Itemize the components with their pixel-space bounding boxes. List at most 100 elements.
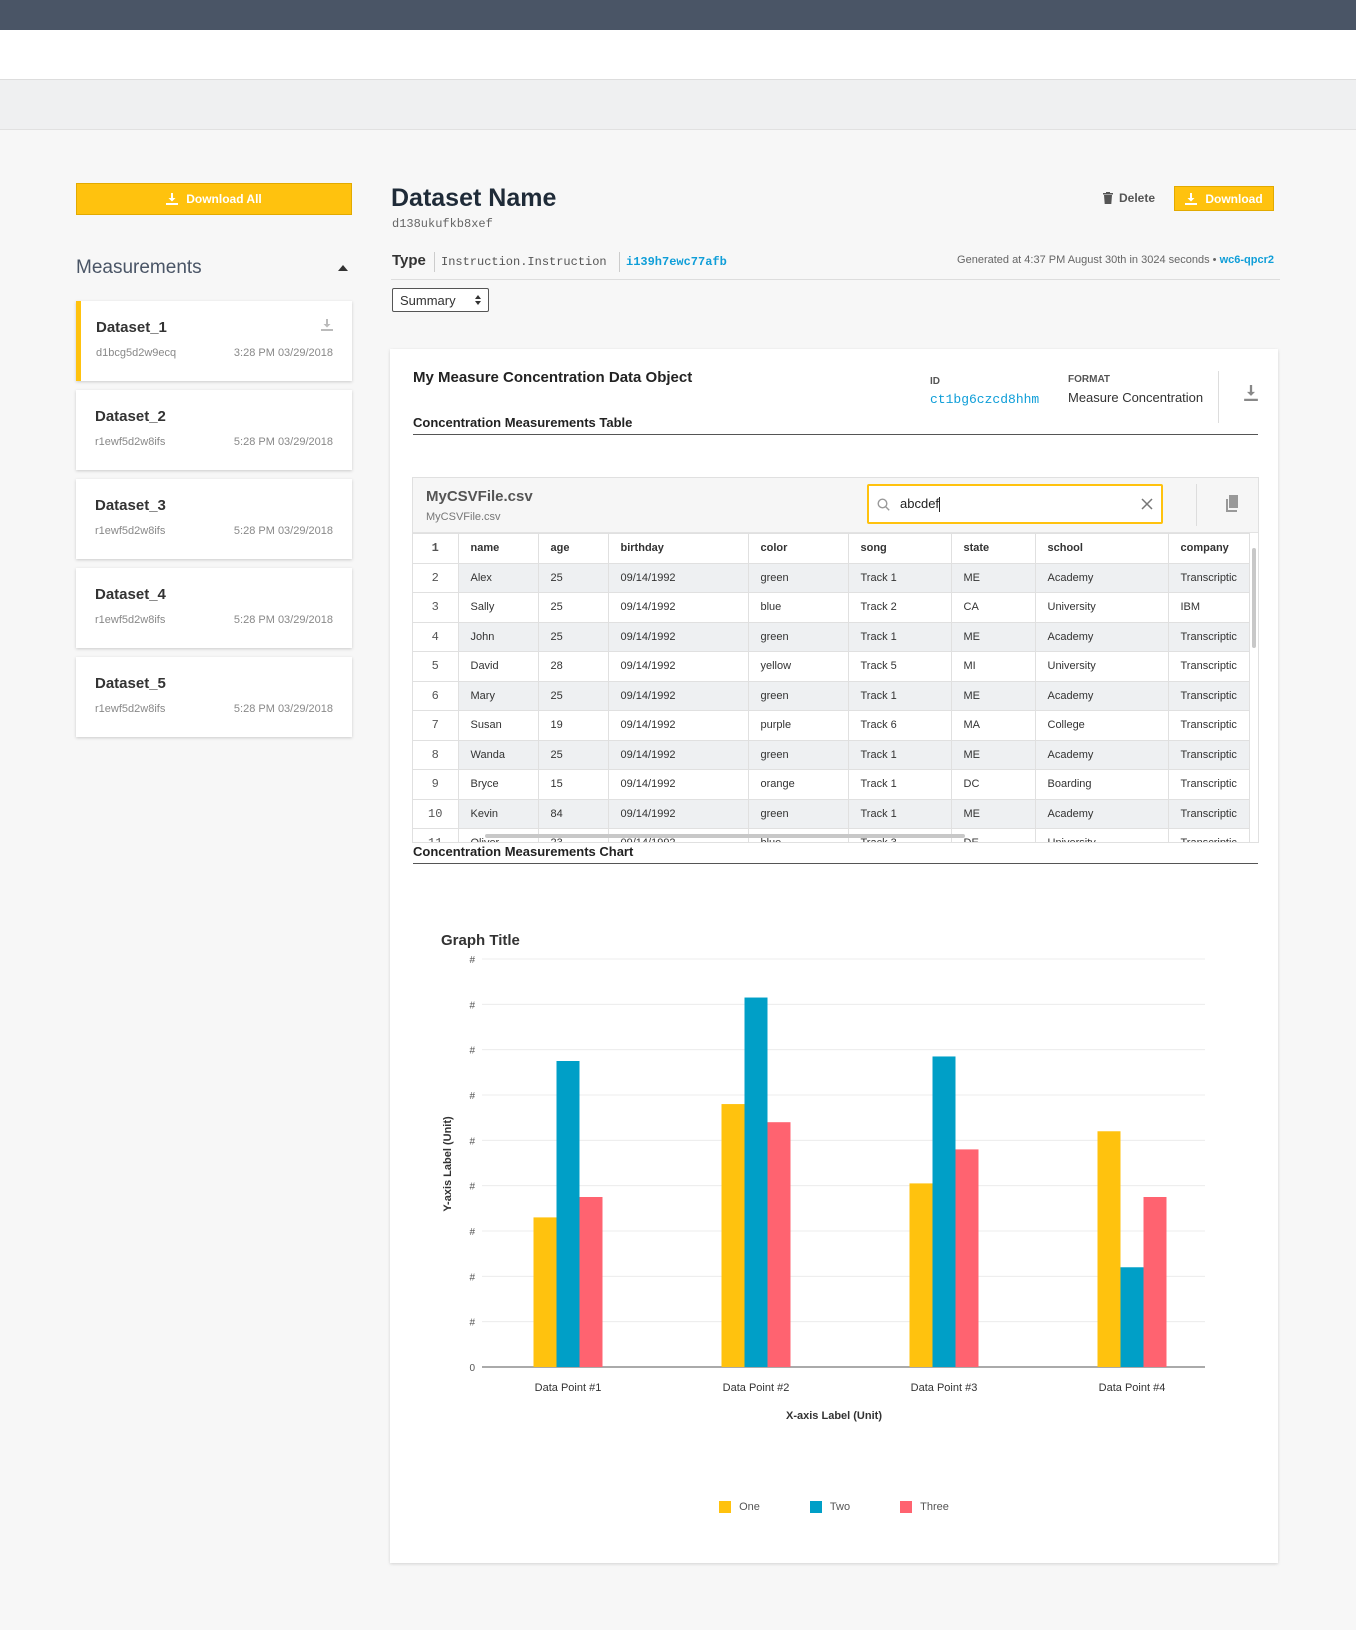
type-id-link[interactable]: i139h7ewc77afb (626, 255, 727, 269)
delete-button[interactable]: Delete (1103, 191, 1155, 205)
row-number: 3 (413, 592, 459, 623)
legend-item[interactable]: Two (809, 1501, 850, 1513)
download-icon[interactable] (1244, 385, 1258, 401)
dataset-name: Dataset_5 (95, 675, 166, 692)
dataset-time: 5:28 PM 03/29/2018 (233, 436, 333, 448)
table-cell: Transcriptic (1167, 739, 1250, 770)
column-header[interactable]: company (1167, 533, 1250, 564)
y-tick-label: # (469, 1046, 475, 1057)
collapse-caret-icon[interactable] (338, 265, 348, 271)
download-button[interactable]: Download (1174, 186, 1274, 211)
table-cell: Track 1 (847, 621, 952, 652)
dataset-card[interactable]: Dataset_3 r1ewf5d2w8ifs 5:28 PM 03/29/20… (76, 479, 352, 559)
top-nav-bar (0, 0, 1356, 30)
dataset-card[interactable]: Dataset_4 r1ewf5d2w8ifs 5:28 PM 03/29/20… (76, 568, 352, 648)
chart-title: Graph Title (441, 932, 520, 949)
column-header[interactable]: color (747, 533, 849, 564)
bar (955, 1149, 979, 1367)
copy-icon[interactable] (1225, 495, 1241, 513)
table-search-input[interactable]: abcdef (867, 484, 1163, 524)
dataset-id: d138ukufkb8xef (392, 217, 493, 231)
id-value-link[interactable]: ct1bg6czcd8hhm (930, 392, 1040, 407)
table-cell: ME (950, 680, 1036, 711)
table-cell: 09/14/1992 (607, 562, 749, 593)
dataset-hash: r1ewf5d2w8ifs (95, 525, 166, 537)
table-cell: Transcriptic (1167, 798, 1250, 829)
y-tick-label: # (469, 1000, 475, 1011)
y-tick-label: # (469, 955, 475, 966)
table-cell: Track 1 (847, 769, 952, 800)
column-header[interactable]: age (537, 533, 609, 564)
table-cell: Mary (457, 680, 539, 711)
table-cell: orange (747, 769, 849, 800)
dataset-name: Dataset_4 (95, 586, 166, 603)
bar (533, 1217, 557, 1367)
download-icon[interactable] (321, 319, 333, 331)
legend-item[interactable]: Three (900, 1501, 949, 1513)
dataset-card[interactable]: Dataset_1 d1bcg5d2w9ecq 3:28 PM 03/29/20… (76, 301, 352, 381)
dataset-time: 3:28 PM 03/29/2018 (233, 347, 333, 359)
table-cell: Transcriptic (1167, 680, 1250, 711)
row-number: 4 (413, 621, 459, 652)
row-number: 7 (413, 710, 459, 741)
table-cell: 09/14/1992 (607, 710, 749, 741)
bar (556, 1061, 580, 1367)
table-cell: DC (950, 769, 1036, 800)
divider (1196, 484, 1197, 526)
bar (767, 1122, 791, 1367)
y-tick-label: # (469, 1091, 475, 1102)
dataset-card[interactable]: Dataset_2 r1ewf5d2w8ifs 5:28 PM 03/29/20… (76, 390, 352, 470)
column-header[interactable]: name (457, 533, 539, 564)
row-number: 10 (413, 798, 459, 829)
bar (1097, 1131, 1121, 1367)
bar (721, 1104, 745, 1367)
measurements-header[interactable]: Measurements (76, 256, 352, 280)
clear-icon[interactable] (1141, 498, 1153, 510)
bar (1143, 1197, 1167, 1367)
y-tick-label: # (469, 1272, 475, 1283)
download-label: Download (1205, 191, 1263, 206)
table-cell: Academy (1034, 680, 1169, 711)
x-tick-label: Data Point #2 (723, 1382, 790, 1394)
table-row: 3 Sally 25 09/14/1992 blue Track 2 CA Universit… (413, 592, 1250, 623)
dataset-hash: r1ewf5d2w8ifs (95, 703, 166, 715)
dataset-time: 5:28 PM 03/29/2018 (233, 525, 333, 537)
run-link[interactable]: wc6-qpcr2 (1219, 254, 1274, 266)
table-cell: 19 (537, 710, 609, 741)
vertical-scrollbar[interactable] (1252, 548, 1256, 648)
column-header[interactable]: birthday (607, 533, 749, 564)
table-cell: University (1034, 651, 1169, 682)
table-toolbar: MyCSVFile.csv MyCSVFile.csv abcdef (413, 478, 1258, 533)
table-cell: David (457, 651, 539, 682)
table-row: 2 Alex 25 09/14/1992 green Track 1 ME Academy Tr… (413, 562, 1250, 593)
table-cell: Track 1 (847, 680, 952, 711)
table-cell: Track 1 (847, 798, 952, 829)
generated-text: Generated at 4:37 PM August 30th in 3024… (957, 254, 1217, 266)
table-section-title: Concentration Measurements Table (413, 415, 1258, 435)
table-cell: 09/14/1992 (607, 621, 749, 652)
bar (1120, 1267, 1144, 1367)
bar-chart: 0 # # # # # # # # # Data Point #1 Data Point #2 Data… (442, 955, 1205, 1422)
table-cell: Kevin (457, 798, 539, 829)
divider (1218, 371, 1219, 423)
legend-item[interactable]: One (719, 1501, 760, 1513)
column-header[interactable]: song (847, 533, 952, 564)
column-header[interactable]: state (950, 533, 1036, 564)
table-row: 4 John 25 09/14/1992 green Track 1 ME Academy Tr… (413, 621, 1250, 652)
table-row: 10 Kevin 84 09/14/1992 green Track 1 ME Academy… (413, 798, 1250, 829)
dataset-card[interactable]: Dataset_5 r1ewf5d2w8ifs 5:28 PM 03/29/20… (76, 657, 352, 737)
download-all-button[interactable]: Download All (76, 183, 352, 215)
dataset-hash: r1ewf5d2w8ifs (95, 436, 166, 448)
csv-table-panel: MyCSVFile.csv MyCSVFile.csv abcdef 1 name… (412, 477, 1259, 843)
dataset-hash: r1ewf5d2w8ifs (95, 614, 166, 626)
table-cell: MI (950, 651, 1036, 682)
table-cell: 09/14/1992 (607, 680, 749, 711)
table-row: 9 Bryce 15 09/14/1992 orange Track 1 DC Boardin… (413, 769, 1250, 800)
view-select[interactable]: Summary (392, 288, 489, 312)
column-header[interactable]: school (1034, 533, 1169, 564)
legend-swatch (900, 1501, 913, 1513)
row-number: 11 (413, 828, 459, 842)
horizontal-scrollbar[interactable] (485, 834, 965, 838)
id-label: ID (930, 376, 940, 387)
dataset-hash: d1bcg5d2w9ecq (96, 347, 177, 359)
